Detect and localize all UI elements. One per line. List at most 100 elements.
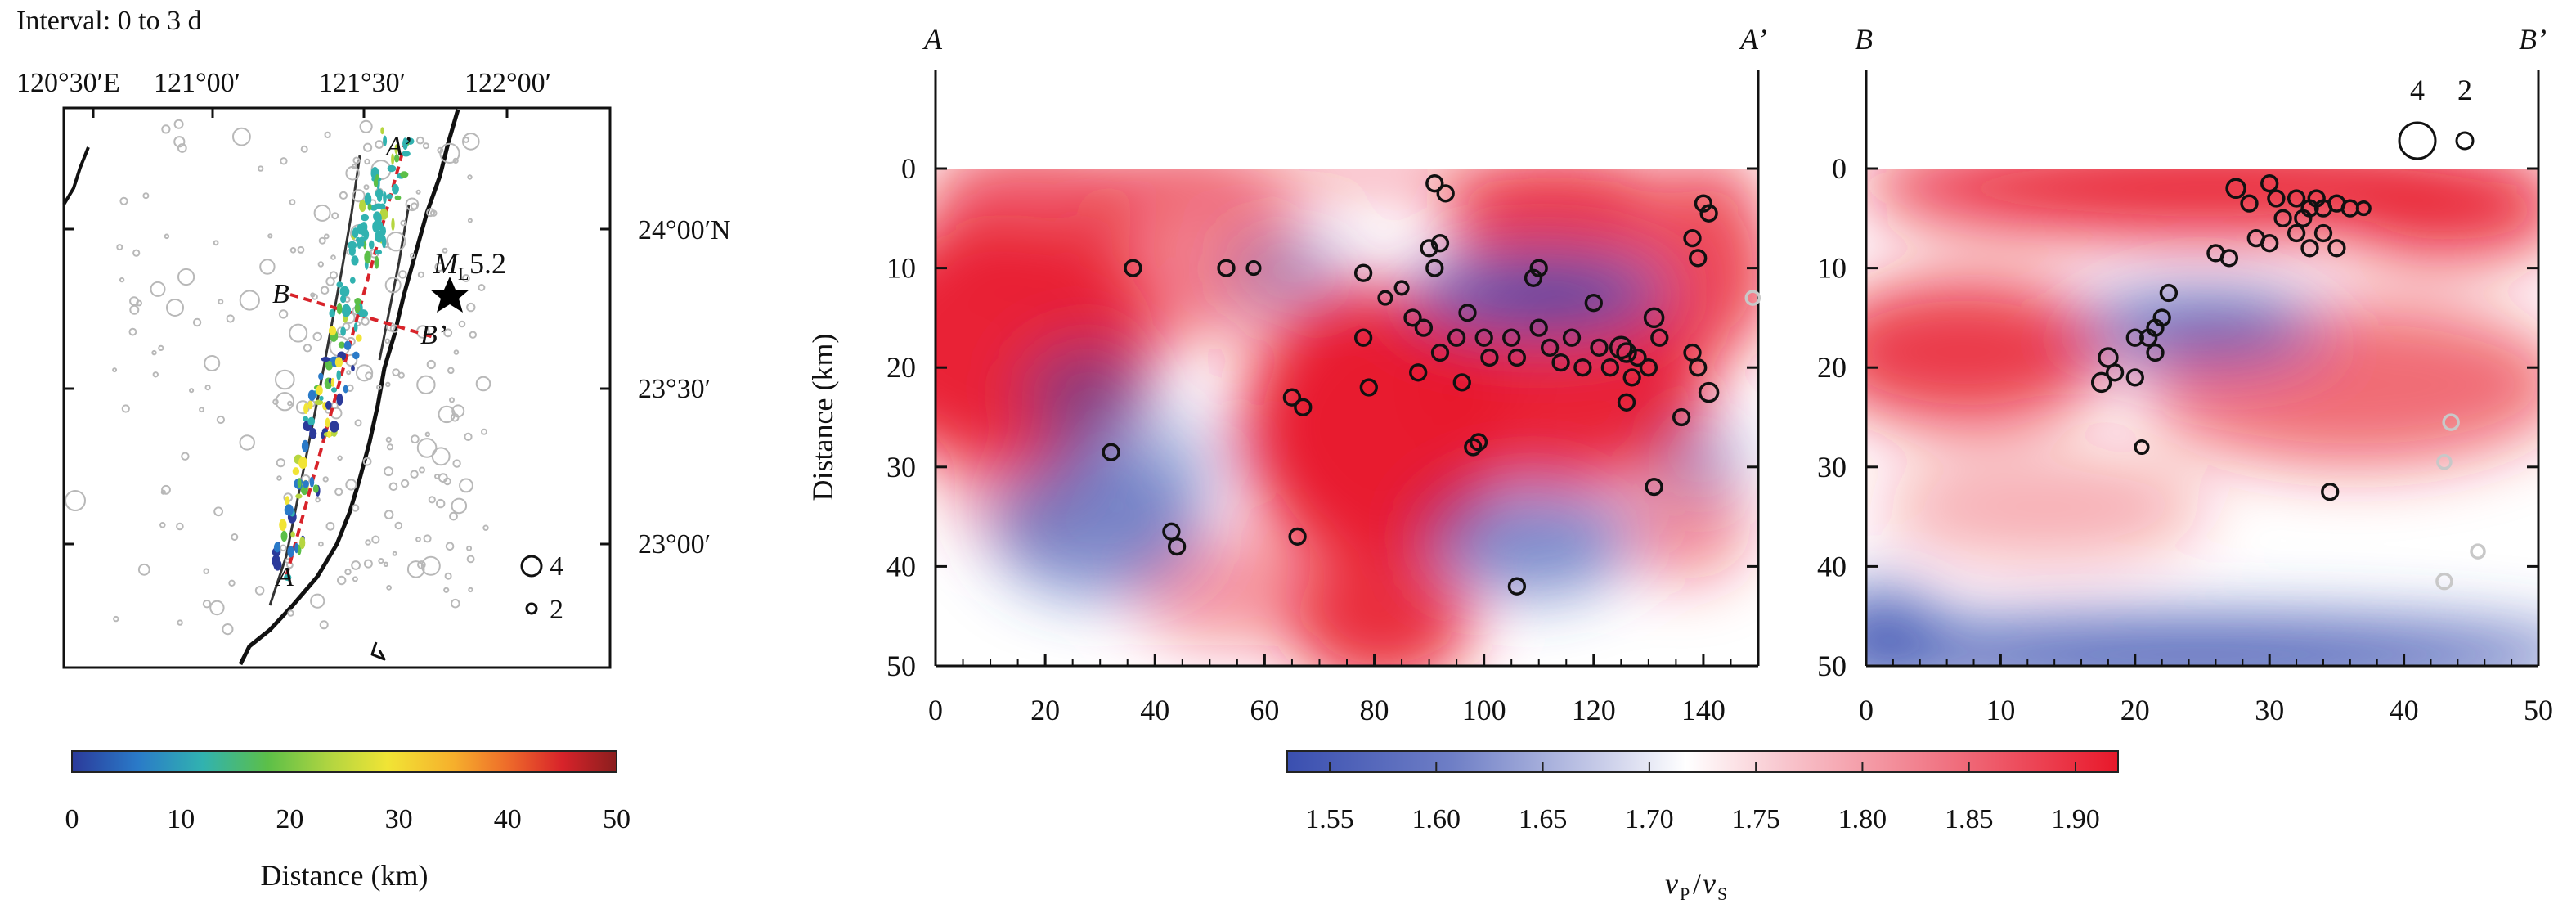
aftershock-event (380, 127, 384, 135)
background-event (468, 587, 473, 593)
background-event (422, 142, 429, 150)
x-tick-label: 60 (1250, 694, 1279, 726)
hypocenter (1529, 318, 1548, 337)
aftershock-event (340, 326, 346, 336)
background-event (323, 233, 330, 240)
aftershock-event (381, 236, 387, 249)
background-event (359, 119, 373, 133)
hypocenter (1562, 328, 1582, 347)
aftershock-event (290, 531, 295, 538)
aftershock-event (336, 370, 342, 380)
background-event (415, 537, 421, 542)
hypocenter (1474, 328, 1493, 347)
background-event (203, 568, 209, 574)
background-event (152, 371, 159, 378)
background-event (428, 496, 436, 504)
hypocenter (1551, 353, 1570, 372)
background-event (378, 558, 384, 564)
aftershock-event (392, 183, 399, 195)
hypocenter (1699, 204, 1718, 223)
aftershock-event (318, 372, 324, 380)
panel-b-start-label: B (1855, 23, 1873, 56)
background-event (385, 381, 391, 388)
vpvs-colorbar-tick: 1.55 (1305, 804, 1354, 834)
hypocenter (1425, 259, 1444, 277)
background-event (339, 191, 348, 200)
background-event (176, 522, 184, 531)
panel-b-legend-4: 4 (2410, 74, 2425, 106)
background-event (482, 524, 489, 531)
aftershock-event (334, 357, 343, 368)
hypocenter (1529, 259, 1548, 277)
background-event (128, 327, 137, 336)
background-event (226, 314, 235, 323)
background-event (392, 551, 397, 556)
aftershock-event (383, 191, 387, 205)
heatmap-field (1881, 450, 2208, 564)
background-event (142, 192, 150, 200)
background-event (386, 443, 394, 451)
background-event (419, 466, 425, 474)
hypocenter (1540, 338, 1560, 358)
lon-tick-121-00: 121°00′ (154, 68, 240, 98)
hypocenter (2146, 343, 2165, 362)
hypocenter (1409, 363, 1428, 382)
background-event (351, 560, 361, 570)
background-event (232, 127, 251, 146)
x-tick-label: 0 (1859, 694, 1874, 726)
aftershock-event (394, 154, 400, 163)
background-event (181, 452, 190, 461)
background-event (410, 253, 415, 259)
hypocenter (1689, 249, 1708, 268)
aftershock-event (400, 171, 409, 178)
hypocenter-outside (2436, 453, 2453, 470)
hypocenter (1524, 268, 1543, 287)
background-event (362, 456, 372, 466)
background-event (113, 615, 119, 623)
background-event (411, 434, 420, 444)
background-event (424, 431, 430, 437)
background-event (289, 199, 296, 206)
aftershock-event (343, 385, 348, 394)
background-event (337, 575, 347, 586)
aftershock-event (348, 241, 357, 250)
x-tick-label: 30 (2255, 694, 2284, 726)
aftershock-event (358, 309, 369, 318)
background-event (466, 302, 476, 313)
aftershock-event (321, 357, 330, 362)
aftershock-event (352, 351, 360, 360)
background-event (159, 522, 166, 528)
hypocenter (1359, 378, 1378, 397)
lat-tick-23-30: 23°30′ (638, 374, 711, 404)
panel-b-heatmap (1866, 169, 2538, 666)
aftershock-event (303, 480, 309, 488)
background-event (352, 189, 366, 203)
aftershock-event (361, 214, 370, 222)
hypocenter (1698, 381, 1720, 403)
aftershock-event (363, 240, 367, 250)
aftershock-event (326, 430, 332, 438)
background-event (303, 344, 312, 353)
aftershock-event (377, 193, 383, 202)
background-event (116, 244, 123, 251)
hypocenter (1639, 358, 1658, 377)
hypocenter (2300, 239, 2319, 258)
hypocenter (2287, 223, 2306, 243)
aftershock-event (394, 144, 398, 155)
background-event (136, 299, 143, 307)
aftershock-event (340, 295, 347, 304)
aftershock-event (402, 137, 408, 151)
y-tick-label: 40 (1817, 550, 1847, 582)
distance-colorbar-tick: 40 (494, 804, 522, 834)
hypocenter (2355, 200, 2372, 217)
x-tick-label: 40 (1140, 694, 1169, 726)
x-tick-label: 120 (1572, 694, 1616, 726)
aftershock-event (394, 195, 402, 200)
aftershock-event (375, 174, 379, 181)
aftershock-event (357, 239, 361, 250)
map-background-events (65, 119, 491, 636)
hypocenter-outside (2435, 572, 2453, 591)
background-event (392, 368, 401, 377)
aftershock-event (312, 484, 319, 493)
hypocenter (1502, 328, 1521, 347)
